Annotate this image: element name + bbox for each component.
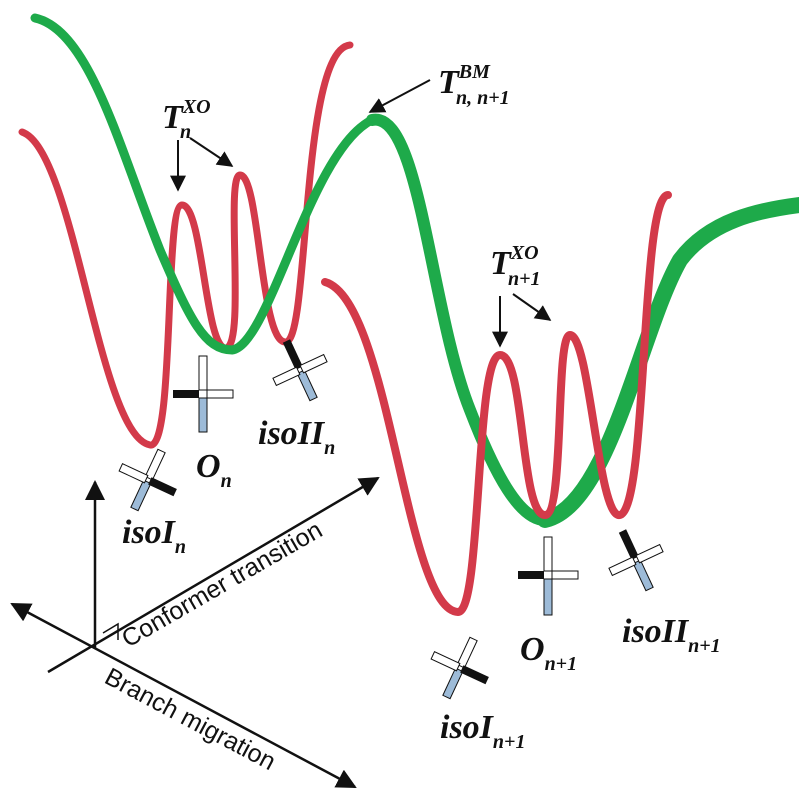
label-o-n1: On+1 (520, 631, 577, 675)
axis-corner-marker (102, 622, 119, 640)
label-iso2-n: isoIIn (258, 415, 335, 459)
red-curve-n1 (321, 191, 672, 617)
label-o-n: On (196, 448, 232, 492)
label-iso2-n1: isoIIn+1 (622, 613, 721, 657)
junction-iso2-n1-icon (608, 529, 664, 592)
junction-iso1-n1-icon (430, 636, 489, 700)
green-curve-ascent (537, 197, 799, 528)
label-iso1-n1: isoIn+1 (440, 709, 525, 753)
junction-iso2-n-icon (272, 339, 328, 402)
branch-axis-label: Branch migration (100, 663, 280, 776)
label-txo-n: TXO n (162, 96, 211, 143)
green-curve-descent (366, 113, 551, 526)
label-tbm: TBM n, n+1 (438, 61, 510, 109)
label-txo-n1: TXO n+1 (490, 242, 541, 290)
junction-iso1-n-icon (118, 448, 177, 512)
green-curve (30, 13, 377, 355)
arrow-txo-n1-diag (512, 293, 552, 321)
arrow-tbm (368, 79, 431, 113)
branch-axis (10, 602, 357, 789)
junction-o-n-icon (173, 355, 234, 433)
label-iso1-n: isoIn (122, 514, 186, 558)
junction-o-n1-icon (518, 536, 579, 616)
arrow-txo-n-diag (189, 137, 234, 167)
